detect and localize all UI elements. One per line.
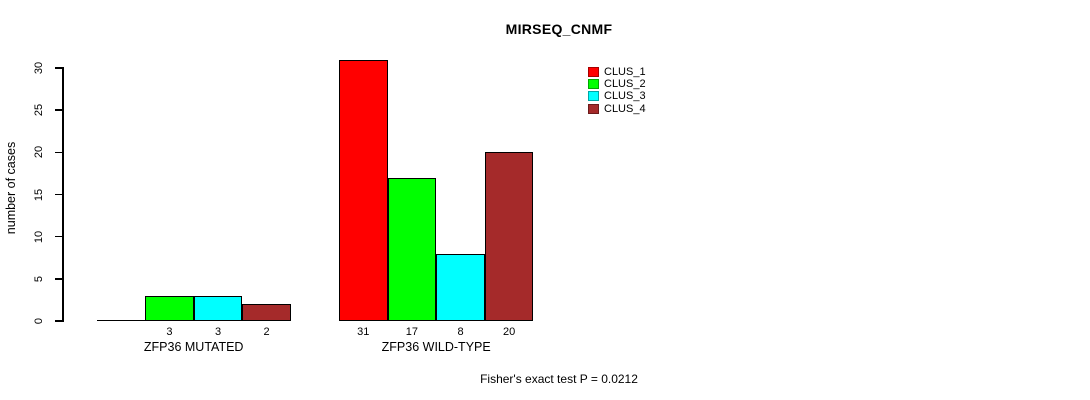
legend-label: CLUS_1 — [604, 66, 646, 79]
y-tick-label: 5 — [33, 275, 45, 282]
bar-value-label: 8 — [457, 326, 464, 338]
x-category-label: ZFP36 MUTATED — [143, 340, 244, 354]
y-tick-mark — [55, 109, 62, 111]
bar-clus_3-group2 — [436, 253, 485, 321]
legend-row-clus_2: CLUS_2 — [588, 78, 646, 90]
legend-label: CLUS_4 — [604, 102, 646, 115]
legend-swatch-clus_1 — [588, 67, 599, 78]
y-tick-mark — [55, 235, 62, 238]
bar-clus_1-group1-zero — [96, 319, 146, 321]
y-axis-line — [62, 67, 64, 322]
legend-row-clus_1: CLUS_1 — [588, 66, 646, 78]
legend-swatch-clus_2 — [588, 79, 599, 90]
y-tick-mark — [55, 193, 62, 196]
chart-title: MIRSEQ_CNMF — [505, 21, 613, 37]
y-tick-mark — [55, 320, 62, 322]
bar-clus_2-group1 — [145, 295, 194, 321]
bar-value-label: 3 — [166, 326, 173, 338]
legend-label: CLUS_2 — [604, 78, 646, 91]
bar-clus_4-group2 — [484, 152, 534, 321]
bar-clus_1-group2 — [339, 59, 388, 321]
y-tick-label: 15 — [33, 188, 45, 201]
bar-value-label: 2 — [263, 326, 270, 338]
x-category-label: ZFP36 WILD-TYPE — [381, 340, 491, 354]
bar-clus_2-group2 — [387, 177, 437, 321]
legend: CLUS_1 CLUS_2 CLUS_3 CLUS_4 — [588, 66, 646, 115]
bar-value-label: 17 — [405, 326, 419, 338]
y-tick-label: 10 — [33, 230, 45, 243]
y-tick-mark — [55, 151, 62, 154]
fisher-test-annotation: Fisher's exact test P = 0.0212 — [480, 372, 638, 386]
legend-label: CLUS_3 — [604, 90, 646, 103]
bar-clus_4-group1 — [242, 304, 291, 321]
bar-value-label: 31 — [357, 326, 370, 338]
y-tick-label: 30 — [33, 61, 45, 75]
bar-clus_3-group1 — [193, 295, 243, 321]
legend-swatch-clus_3 — [588, 91, 599, 102]
y-tick-mark — [55, 278, 62, 280]
y-tick-label: 20 — [33, 146, 45, 159]
legend-swatch-clus_4 — [588, 103, 599, 114]
legend-row-clus_4: CLUS_4 — [588, 103, 646, 115]
y-tick-mark — [55, 67, 62, 69]
bar-value-label: 20 — [502, 326, 516, 338]
bar-value-label: 3 — [214, 326, 222, 338]
y-tick-label: 0 — [33, 317, 45, 325]
y-tick-label: 25 — [33, 104, 45, 117]
legend-row-clus_3: CLUS_3 — [588, 90, 646, 102]
